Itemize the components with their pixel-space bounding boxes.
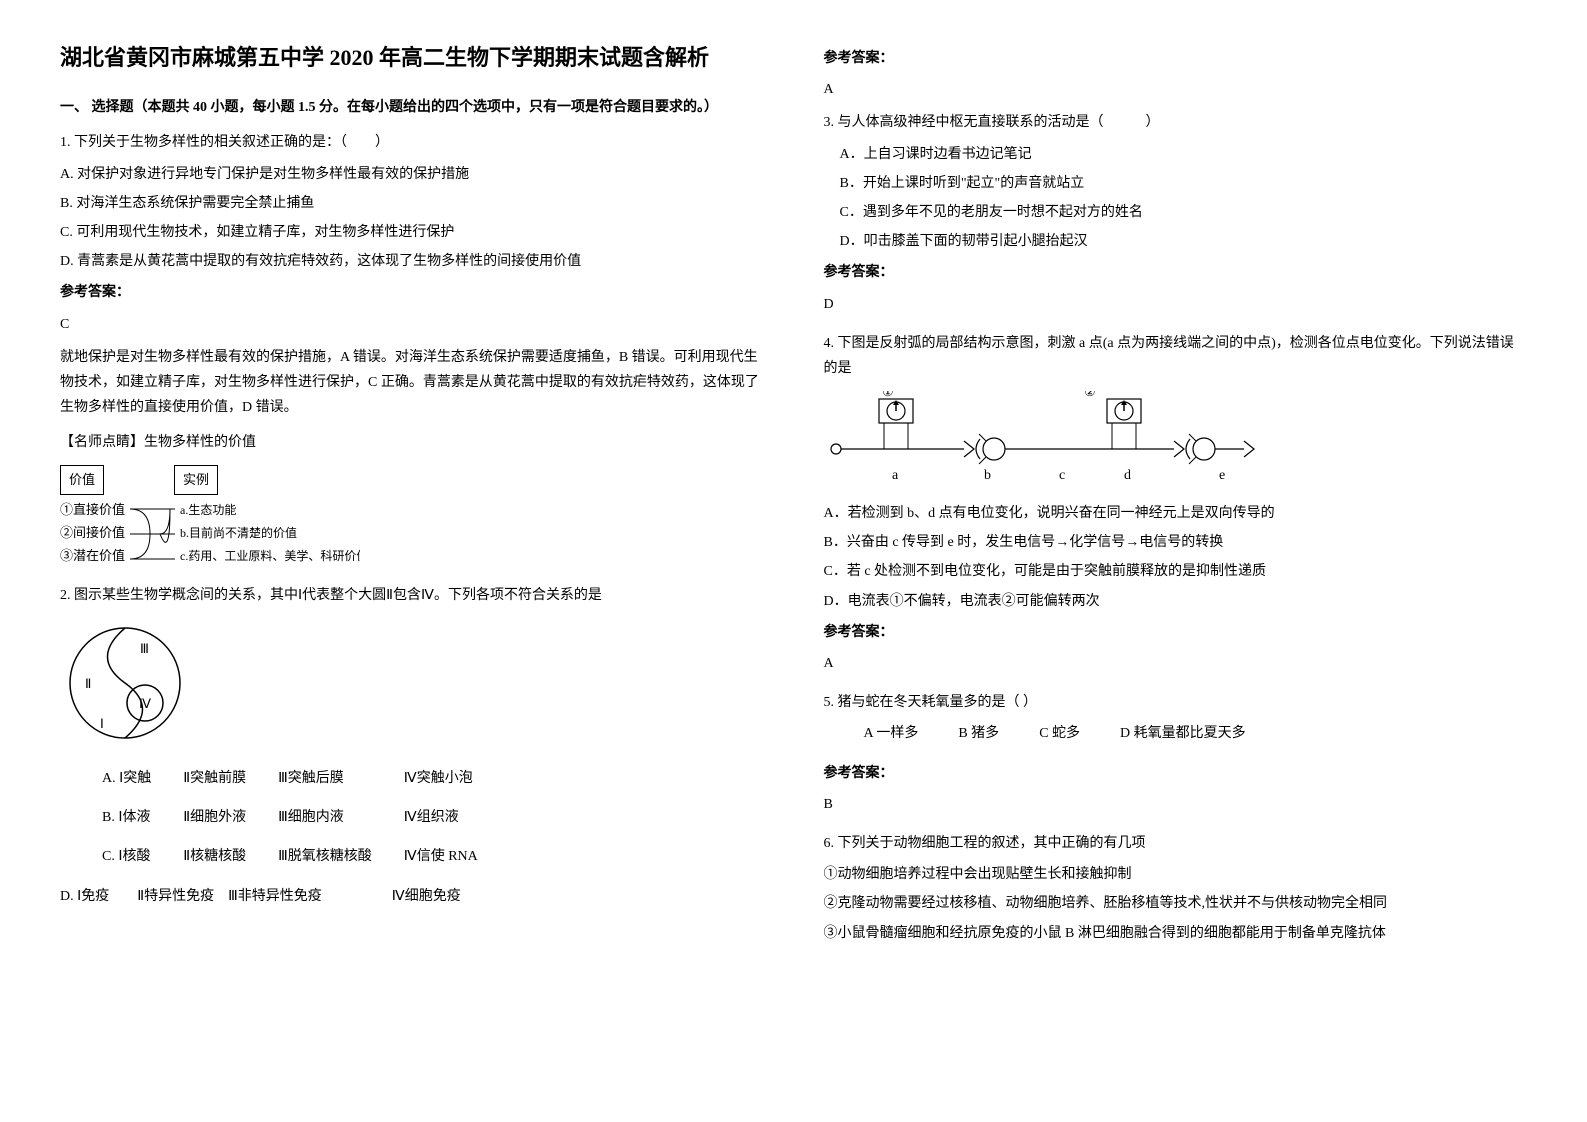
q1-stem: 1. 下列关于生物多样性的相关叙述正确的是：（ ） [60,130,764,155]
label-a: a [892,468,899,483]
label-III: Ⅲ [140,641,149,656]
question-6: 6. 下列关于动物细胞工程的叙述，其中正确的有几项 ①动物细胞培养过程中会出现贴… [824,831,1528,946]
item-3: ③潜在价值 [60,548,125,563]
q4-option-b: B．兴奋由 c 传导到 e 时，发生电信号→化学信号→电信号的转换 [824,530,1528,555]
q2-options-table: A. Ⅰ突触 Ⅱ突触前膜 Ⅲ突触后膜 Ⅳ突触小泡 B. Ⅰ体液 Ⅱ细胞外液 Ⅲ细… [100,758,510,878]
q5-answer: B [824,792,1528,817]
q4-stem: 4. 下图是反射弧的局部结构示意图，刺激 a 点(a 点为两接线端之间的中点)，… [824,331,1528,381]
q2-option-d: D. Ⅰ免疫 Ⅱ特异性免疫 Ⅲ非特异性免疫 Ⅳ细胞免疫 [60,884,764,909]
q5-options: A 一样多 B 猪多 C 蛇多 D 耗氧量都比夏天多 [864,721,1528,746]
q6-item-3: ③小鼠骨髓瘤细胞和经抗原免疫的小鼠 B 淋巴细胞融合得到的细胞都能用于制备单克隆… [824,921,1528,946]
q1-option-b: B. 对海洋生态系统保护需要完全禁止捕鱼 [60,191,764,216]
q2-diagram: Ⅲ Ⅱ Ⅳ Ⅰ [60,618,764,748]
q3-stem: 3. 与人体高级神经中枢无直接联系的活动是（ ） [824,110,1528,135]
value-label: 价值 [60,465,104,494]
question-2: 2. 图示某些生物学概念间的关系，其中Ⅰ代表整个大圆Ⅱ包含Ⅳ。下列各项不符合关系… [60,583,764,909]
question-5: 5. 猪与蛇在冬天耗氧量多的是（ ） A 一样多 B 猪多 C 蛇多 D 耗氧量… [824,690,1528,817]
q4-answer-label: 参考答案： [824,620,1528,645]
example-label: 实例 [174,465,218,494]
q4-option-d: D．电流表①不偏转，电流表②可能偏转两次 [824,589,1528,614]
question-4: 4. 下图是反射弧的局部结构示意图，刺激 a 点(a 点为两接线端之间的中点)，… [824,331,1528,677]
label-e: e [1219,468,1225,483]
label-d: d [1124,468,1131,483]
q2-answer-label: 参考答案： [824,46,1528,71]
q6-item-2: ②克隆动物需要经过核移植、动物细胞培养、胚胎移植等技术,性状并不与供核动物完全相… [824,891,1528,916]
q1-value-diagram: 价值 实例 ①直接价值 ②间接价值 ③潜在价值 a.生态功能 b.目前尚不清楚的… [60,465,764,568]
question-3: 3. 与人体高级神经中枢无直接联系的活动是（ ） A．上自习课时边看书边记笔记 … [824,110,1528,316]
q5-option-d: D 耗氧量都比夏天多 [1120,721,1246,746]
q1-explanation: 就地保护是对生物多样性最有效的保护措施，A 错误。对海洋生态系统保护需要适度捕鱼… [60,345,764,421]
q5-option-c: C 蛇多 [1039,721,1080,746]
q1-teacher-note: 【名师点睛】生物多样性的价值 [60,430,764,455]
q2-option-b: B. Ⅰ体液 Ⅱ细胞外液 Ⅲ细胞内液 Ⅳ组织液 [102,799,508,836]
example-c: c.药用、工业原料、美学、科研价值 [180,548,360,563]
q2-option-c: C. Ⅰ核酸 Ⅱ核糖核酸 Ⅲ脱氧核糖核酸 Ⅳ信使 RNA [102,838,508,875]
label-two: ② [1084,391,1096,399]
q4-option-c: C．若 c 处检测不到电位变化，可能是由于突触前膜释放的是抑制性递质 [824,559,1528,584]
q3-option-c: C．遇到多年不见的老朋友一时想不起对方的姓名 [840,200,1528,225]
q4-option-a: A．若检测到 b、d 点有电位变化，说明兴奋在同一神经元上是双向传导的 [824,501,1528,526]
q1-option-c: C. 可利用现代生物技术，如建立精子库，对生物多样性进行保护 [60,220,764,245]
item-1: ①直接价值 [60,502,125,517]
example-b: b.目前尚不清楚的价值 [180,525,297,540]
q4-diagram: ① ② [824,391,1528,491]
q1-answer-label: 参考答案： [60,280,764,305]
q5-option-a: A 一样多 [864,721,919,746]
q3-option-d: D．叩击膝盖下面的韧带引起小腿抬起汉 [840,229,1528,254]
q6-item-1: ①动物细胞培养过程中会出现贴壁生长和接触抑制 [824,862,1528,887]
q2-option-a: A. Ⅰ突触 Ⅱ突触前膜 Ⅲ突触后膜 Ⅳ突触小泡 [102,760,508,797]
q4-answer: A [824,651,1528,676]
label-b: b [984,468,991,483]
q3-answer-label: 参考答案： [824,260,1528,285]
page-title: 湖北省黄冈市麻城第五中学 2020 年高二生物下学期期末试题含解析 [60,40,764,75]
label-II: Ⅱ [85,676,91,691]
q5-option-b: B 猪多 [958,721,999,746]
item-2: ②间接价值 [60,525,125,540]
q3-option-b: B．开始上课时听到"起立"的声音就站立 [840,171,1528,196]
q3-option-a: A．上自习课时边看书边记笔记 [840,142,1528,167]
q5-answer-label: 参考答案： [824,761,1528,786]
label-I: Ⅰ [100,716,104,731]
q1-option-d: D. 青蒿素是从黄花蒿中提取的有效抗疟特效药，这体现了生物多样性的间接使用价值 [60,249,764,274]
label-IV: Ⅳ [139,696,151,711]
label-one: ① [882,391,894,399]
question-1: 1. 下列关于生物多样性的相关叙述正确的是：（ ） A. 对保护对象进行异地专门… [60,130,764,568]
label-c: c [1059,468,1065,483]
value-bracket-diagram: ①直接价值 ②间接价值 ③潜在价值 a.生态功能 b.目前尚不清楚的价值 c.药… [60,499,360,569]
q2-answer: A [824,77,1528,102]
q5-stem: 5. 猪与蛇在冬天耗氧量多的是（ ） [824,690,1528,715]
q1-answer: C [60,312,764,337]
example-a: a.生态功能 [180,503,236,517]
q6-stem: 6. 下列关于动物细胞工程的叙述，其中正确的有几项 [824,831,1528,856]
q3-answer: D [824,292,1528,317]
section-header: 一、 选择题（本题共 40 小题，每小题 1.5 分。在每小题给出的四个选项中，… [60,95,764,120]
q1-option-a: A. 对保护对象进行异地专门保护是对生物多样性最有效的保护措施 [60,162,764,187]
q2-stem: 2. 图示某些生物学概念间的关系，其中Ⅰ代表整个大圆Ⅱ包含Ⅳ。下列各项不符合关系… [60,583,764,608]
